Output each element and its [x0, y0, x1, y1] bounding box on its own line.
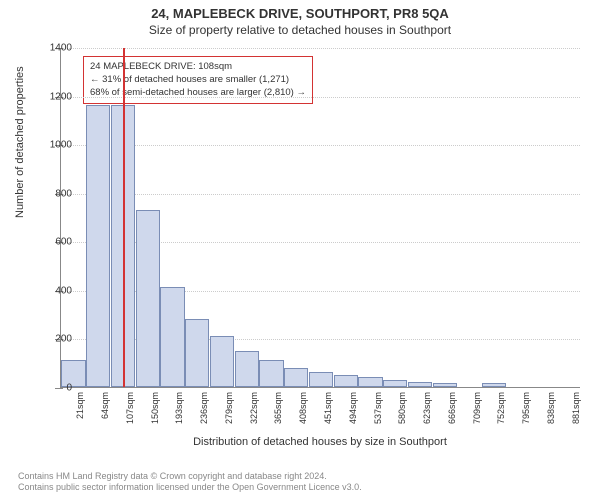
x-tick-label: 322sqm [249, 392, 259, 424]
x-tick-label: 623sqm [422, 392, 432, 424]
annotation-line-1: 24 MAPLEBECK DRIVE: 108sqm [90, 61, 306, 74]
histogram-bar [210, 336, 234, 387]
histogram-bar [358, 377, 382, 387]
x-tick-label: 408sqm [298, 392, 308, 424]
y-tick-label: 800 [32, 188, 72, 199]
annotation-line-2: ← 31% of detached houses are smaller (1,… [90, 74, 306, 87]
x-tick-label: 494sqm [348, 392, 358, 424]
gridline [61, 194, 580, 195]
y-tick-label: 200 [32, 334, 72, 345]
histogram-bar [235, 351, 259, 387]
gridline [61, 97, 580, 98]
x-tick-label: 107sqm [125, 392, 135, 424]
x-tick-label: 193sqm [174, 392, 184, 424]
histogram-bar [136, 210, 160, 387]
x-tick-label: 838sqm [546, 392, 556, 424]
y-tick-label: 1000 [32, 140, 72, 151]
x-tick-label: 365sqm [273, 392, 283, 424]
footer: Contains HM Land Registry data © Crown c… [18, 471, 362, 494]
y-tick-label: 600 [32, 237, 72, 248]
chart-area: 24 MAPLEBECK DRIVE: 108sqm ← 31% of deta… [60, 48, 580, 418]
footer-line-1: Contains HM Land Registry data © Crown c… [18, 471, 362, 483]
x-axis-label: Distribution of detached houses by size … [60, 436, 580, 448]
histogram-bar [160, 287, 184, 387]
x-tick-label: 236sqm [199, 392, 209, 424]
x-tick-label: 21sqm [75, 392, 85, 419]
property-marker-line [123, 48, 125, 387]
histogram-bar [433, 383, 457, 387]
gridline [61, 145, 580, 146]
x-tick-label: 451sqm [323, 392, 333, 424]
x-tick-label: 279sqm [224, 392, 234, 424]
page-subtitle: Size of property relative to detached ho… [0, 23, 600, 37]
x-tick-label: 150sqm [150, 392, 160, 424]
x-tick-label: 881sqm [571, 392, 581, 424]
page-title: 24, MAPLEBECK DRIVE, SOUTHPORT, PR8 5QA [0, 6, 600, 21]
y-axis-label: Number of detached properties [14, 66, 26, 218]
histogram-bar [284, 368, 308, 387]
y-tick-label: 400 [32, 285, 72, 296]
plot-region: 24 MAPLEBECK DRIVE: 108sqm ← 31% of deta… [60, 48, 580, 388]
y-tick-label: 1400 [32, 43, 72, 54]
x-tick-label: 580sqm [397, 392, 407, 424]
x-tick-label: 64sqm [100, 392, 110, 419]
x-tick-label: 537sqm [373, 392, 383, 424]
x-tick-label: 752sqm [496, 392, 506, 424]
histogram-bar [86, 105, 110, 387]
x-tick-label: 666sqm [447, 392, 457, 424]
y-tick-label: 1200 [32, 91, 72, 102]
y-tick-label: 0 [32, 383, 72, 394]
histogram-bar [334, 375, 358, 387]
x-tick-label: 795sqm [521, 392, 531, 424]
title-block: 24, MAPLEBECK DRIVE, SOUTHPORT, PR8 5QA … [0, 0, 600, 37]
histogram-bar [259, 360, 283, 387]
footer-line-2: Contains public sector information licen… [18, 482, 362, 494]
histogram-bar [482, 383, 506, 387]
x-tick-label: 709sqm [472, 392, 482, 424]
histogram-bar [185, 319, 209, 387]
histogram-bar [309, 372, 333, 387]
histogram-bar [383, 380, 407, 387]
gridline [61, 48, 580, 49]
histogram-bar [408, 382, 432, 387]
